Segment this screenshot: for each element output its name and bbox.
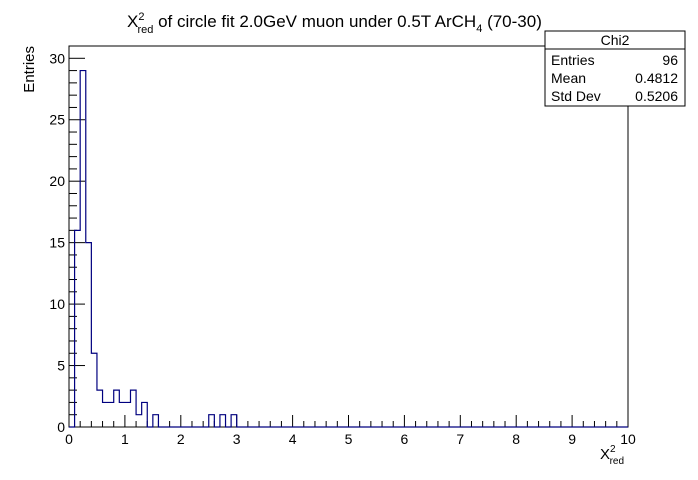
- y-tick-label: 0: [57, 419, 65, 435]
- title-subscript-2: 4: [476, 23, 482, 35]
- x-axis-label: X2 red: [600, 444, 624, 467]
- y-tick-label: 30: [49, 50, 65, 66]
- title-symbol: X: [127, 12, 138, 31]
- y-tick-label: 10: [49, 296, 65, 312]
- stats-value-mean: 0.4812: [635, 70, 678, 86]
- x-label-superscript: 2: [610, 444, 616, 455]
- title-text: of circle fit 2.0GeV muon under 0.5T ArC…: [153, 12, 476, 31]
- x-tick-label: 1: [121, 431, 129, 447]
- stats-label-mean: Mean: [551, 70, 586, 86]
- title-subscript: red: [137, 24, 153, 36]
- y-tick-label: 5: [57, 358, 65, 374]
- stats-box: Chi2 Entries 96 Mean 0.4812 Std Dev 0.52…: [544, 30, 686, 107]
- x-label-subscript: red: [610, 456, 624, 467]
- y-tick-label: 25: [49, 112, 65, 128]
- x-tick-label: 0: [65, 431, 73, 447]
- x-tick-label: 8: [512, 431, 520, 447]
- stats-title: Chi2: [601, 32, 630, 48]
- x-tick-label: 2: [177, 431, 185, 447]
- stats-box-frame: [544, 30, 686, 107]
- x-tick-label: 6: [401, 431, 409, 447]
- x-tick-label: 7: [456, 431, 464, 447]
- histogram-outline: [69, 69, 628, 428]
- stats-label-stddev: Std Dev: [551, 88, 601, 104]
- chart-title: X2 red of circle fit 2.0GeV muon under 0.…: [127, 11, 542, 36]
- x-tick-label: 5: [345, 431, 353, 447]
- y-tick-label: 15: [49, 235, 65, 251]
- axis-ticks: [68, 45, 629, 428]
- title-superscript: 2: [138, 11, 144, 23]
- title-tail: (70-30): [482, 12, 542, 31]
- stats-value-entries: 96: [662, 52, 678, 68]
- y-tick-label: 20: [49, 173, 65, 189]
- x-tick-label: 10: [620, 431, 636, 447]
- x-label-symbol: X: [600, 446, 610, 463]
- x-tick-label: 4: [289, 431, 297, 447]
- plot-frame: [68, 45, 629, 428]
- x-tick-label: 9: [568, 431, 576, 447]
- x-tick-label: 3: [233, 431, 241, 447]
- y-axis-label: Entries: [21, 46, 38, 93]
- axis-tick-labels: 0 1 2 3 4 5 6 7 8 9 10 0 5 10 15 20 25 30: [49, 50, 636, 447]
- stats-value-stddev: 0.5206: [635, 88, 678, 104]
- stats-label-entries: Entries: [551, 52, 595, 68]
